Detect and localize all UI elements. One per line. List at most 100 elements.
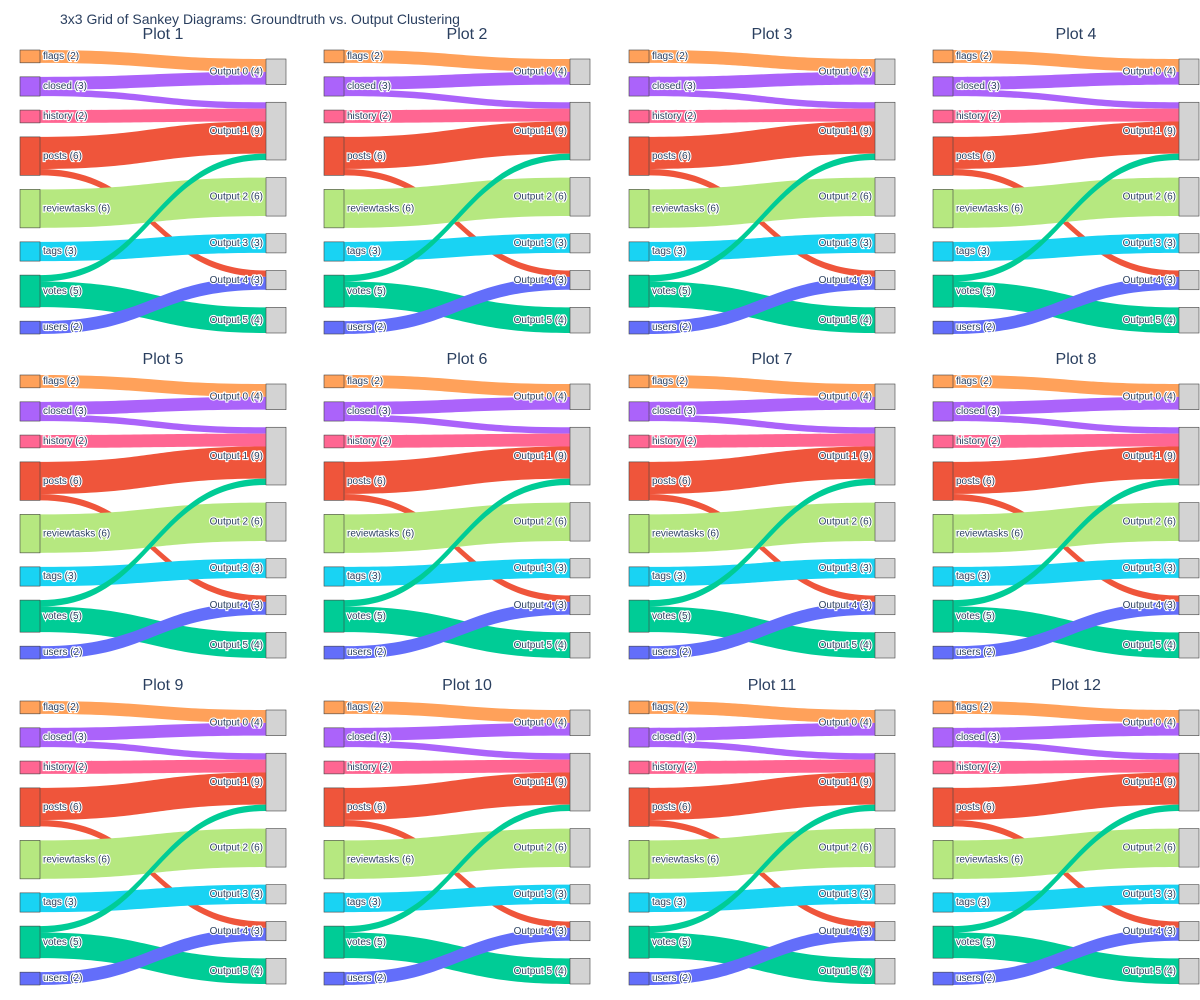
source-node-votes[interactable] xyxy=(19,925,41,959)
source-node-posts[interactable] xyxy=(628,787,650,827)
source-node-closed[interactable] xyxy=(628,401,650,422)
target-node-4[interactable] xyxy=(265,595,287,616)
source-node-votes[interactable] xyxy=(628,274,650,308)
source-node-history[interactable] xyxy=(323,760,345,775)
source-node-votes[interactable] xyxy=(628,599,650,633)
target-node-3[interactable] xyxy=(265,884,287,905)
source-node-votes[interactable] xyxy=(932,274,954,308)
source-node-posts[interactable] xyxy=(628,461,650,501)
source-node-posts[interactable] xyxy=(932,787,954,827)
source-node-reviewtasks[interactable] xyxy=(628,514,650,554)
target-node-1[interactable] xyxy=(874,426,896,486)
source-node-history[interactable] xyxy=(628,760,650,775)
target-node-5[interactable] xyxy=(1178,958,1200,985)
target-node-2[interactable] xyxy=(569,502,591,542)
target-node-5[interactable] xyxy=(874,307,896,334)
source-node-users[interactable] xyxy=(932,645,954,660)
target-node-3[interactable] xyxy=(1178,558,1200,579)
source-node-users[interactable] xyxy=(323,645,345,660)
target-node-5[interactable] xyxy=(265,632,287,659)
source-node-flags[interactable] xyxy=(628,374,650,389)
source-node-users[interactable] xyxy=(323,971,345,986)
source-node-votes[interactable] xyxy=(932,925,954,959)
source-node-users[interactable] xyxy=(628,645,650,660)
target-node-1[interactable] xyxy=(874,101,896,161)
source-node-tags[interactable] xyxy=(323,241,345,262)
target-node-0[interactable] xyxy=(1178,58,1200,85)
source-node-flags[interactable] xyxy=(323,49,345,64)
target-node-0[interactable] xyxy=(265,383,287,410)
target-node-0[interactable] xyxy=(569,58,591,85)
source-node-users[interactable] xyxy=(19,971,41,986)
source-node-closed[interactable] xyxy=(932,727,954,748)
target-node-1[interactable] xyxy=(1178,426,1200,486)
target-node-2[interactable] xyxy=(1178,177,1200,217)
source-node-posts[interactable] xyxy=(628,136,650,176)
target-node-0[interactable] xyxy=(1178,383,1200,410)
source-node-votes[interactable] xyxy=(628,925,650,959)
target-node-3[interactable] xyxy=(569,558,591,579)
source-node-history[interactable] xyxy=(628,109,650,124)
source-node-reviewtasks[interactable] xyxy=(323,840,345,880)
target-node-5[interactable] xyxy=(874,958,896,985)
source-node-tags[interactable] xyxy=(323,566,345,587)
source-node-reviewtasks[interactable] xyxy=(628,189,650,229)
target-node-4[interactable] xyxy=(874,921,896,942)
target-node-0[interactable] xyxy=(1178,709,1200,736)
source-node-users[interactable] xyxy=(19,645,41,660)
target-node-2[interactable] xyxy=(265,177,287,217)
target-node-5[interactable] xyxy=(265,958,287,985)
source-node-reviewtasks[interactable] xyxy=(323,514,345,554)
source-node-closed[interactable] xyxy=(628,727,650,748)
source-node-flags[interactable] xyxy=(932,49,954,64)
source-node-flags[interactable] xyxy=(628,700,650,715)
target-node-0[interactable] xyxy=(874,58,896,85)
source-node-flags[interactable] xyxy=(19,374,41,389)
target-node-2[interactable] xyxy=(569,177,591,217)
target-node-2[interactable] xyxy=(1178,828,1200,868)
source-node-history[interactable] xyxy=(19,434,41,449)
target-node-2[interactable] xyxy=(874,502,896,542)
source-node-history[interactable] xyxy=(323,109,345,124)
target-node-2[interactable] xyxy=(874,177,896,217)
source-node-votes[interactable] xyxy=(323,274,345,308)
source-node-users[interactable] xyxy=(628,320,650,335)
target-node-0[interactable] xyxy=(874,383,896,410)
target-node-3[interactable] xyxy=(1178,233,1200,254)
target-node-4[interactable] xyxy=(1178,921,1200,942)
target-node-4[interactable] xyxy=(265,921,287,942)
source-node-tags[interactable] xyxy=(323,892,345,913)
target-node-1[interactable] xyxy=(265,752,287,812)
source-node-flags[interactable] xyxy=(932,374,954,389)
target-node-2[interactable] xyxy=(265,828,287,868)
source-node-history[interactable] xyxy=(932,434,954,449)
target-node-1[interactable] xyxy=(1178,752,1200,812)
source-node-flags[interactable] xyxy=(628,49,650,64)
target-node-0[interactable] xyxy=(569,709,591,736)
source-node-reviewtasks[interactable] xyxy=(932,840,954,880)
source-node-flags[interactable] xyxy=(932,700,954,715)
source-node-reviewtasks[interactable] xyxy=(323,189,345,229)
target-node-1[interactable] xyxy=(265,101,287,161)
source-node-posts[interactable] xyxy=(932,461,954,501)
target-node-5[interactable] xyxy=(569,958,591,985)
source-node-reviewtasks[interactable] xyxy=(628,840,650,880)
source-node-votes[interactable] xyxy=(932,599,954,633)
source-node-reviewtasks[interactable] xyxy=(19,840,41,880)
target-node-4[interactable] xyxy=(1178,270,1200,291)
target-node-3[interactable] xyxy=(265,233,287,254)
source-node-history[interactable] xyxy=(932,760,954,775)
target-node-4[interactable] xyxy=(874,270,896,291)
source-node-history[interactable] xyxy=(19,109,41,124)
source-node-reviewtasks[interactable] xyxy=(932,189,954,229)
target-node-2[interactable] xyxy=(265,502,287,542)
target-node-3[interactable] xyxy=(874,558,896,579)
target-node-4[interactable] xyxy=(1178,595,1200,616)
target-node-3[interactable] xyxy=(1178,884,1200,905)
source-node-votes[interactable] xyxy=(19,274,41,308)
source-node-reviewtasks[interactable] xyxy=(19,189,41,229)
target-node-1[interactable] xyxy=(1178,101,1200,161)
source-node-posts[interactable] xyxy=(323,787,345,827)
target-node-5[interactable] xyxy=(874,632,896,659)
source-node-tags[interactable] xyxy=(19,892,41,913)
